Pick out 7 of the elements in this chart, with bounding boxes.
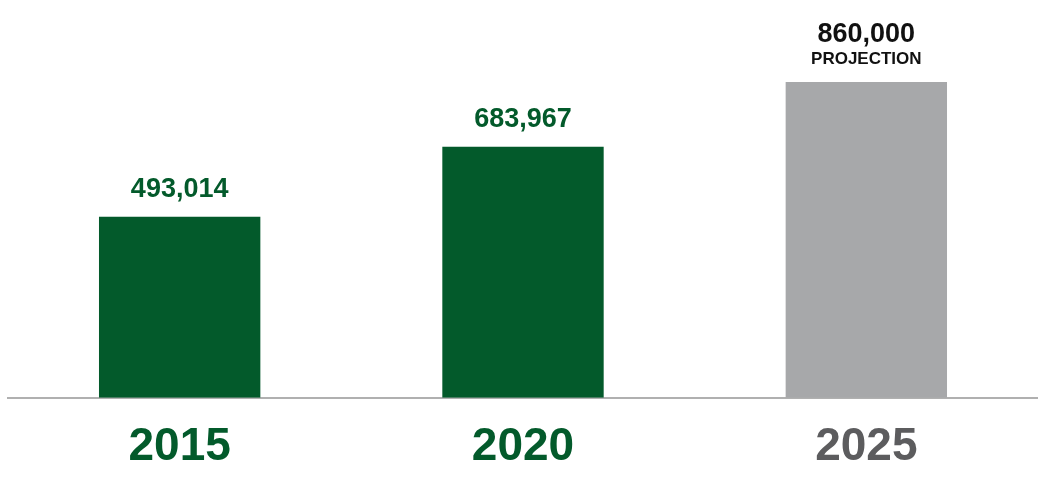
data-label: 860,000: [817, 18, 916, 49]
data-label: 683,967: [474, 102, 572, 133]
annotation: PROJECTION: [811, 49, 922, 69]
x-tick-label: 2025: [815, 418, 918, 471]
x-tick-label: 2015: [128, 418, 231, 471]
data-label: 493,014: [130, 172, 229, 203]
x-tick-label: 2020: [471, 418, 575, 471]
